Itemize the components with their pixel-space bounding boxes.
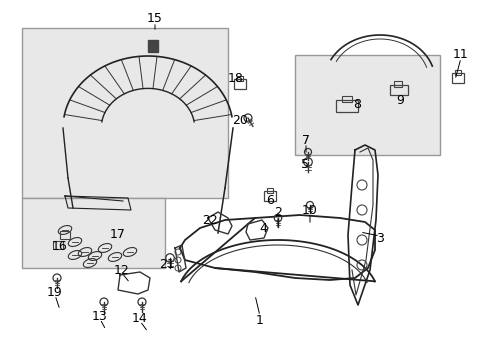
Bar bbox=[234, 79, 245, 89]
Text: 20: 20 bbox=[232, 113, 247, 126]
Text: 7: 7 bbox=[302, 134, 309, 147]
Bar bbox=[389, 85, 407, 95]
Text: 1: 1 bbox=[256, 314, 264, 327]
Bar bbox=[264, 191, 275, 201]
Bar bbox=[266, 188, 272, 193]
Bar bbox=[393, 81, 401, 87]
Text: 6: 6 bbox=[265, 194, 273, 207]
Text: 17: 17 bbox=[110, 228, 126, 240]
Text: 4: 4 bbox=[259, 221, 266, 234]
Text: 19: 19 bbox=[47, 285, 63, 298]
Text: 9: 9 bbox=[395, 94, 403, 107]
Bar bbox=[60, 231, 70, 239]
Bar bbox=[53, 241, 63, 249]
Text: 16: 16 bbox=[52, 239, 68, 252]
Text: 21: 21 bbox=[159, 258, 175, 271]
Bar bbox=[237, 76, 243, 81]
Bar bbox=[451, 73, 463, 83]
Bar bbox=[22, 198, 164, 268]
Bar bbox=[148, 40, 158, 52]
Text: 11: 11 bbox=[452, 49, 468, 62]
Bar bbox=[335, 100, 357, 112]
Text: 3: 3 bbox=[375, 231, 383, 244]
Text: 12: 12 bbox=[114, 264, 130, 276]
Text: 18: 18 bbox=[227, 72, 244, 85]
Text: 22: 22 bbox=[202, 213, 218, 226]
Bar bbox=[294, 55, 439, 155]
Bar bbox=[341, 96, 351, 102]
Bar bbox=[22, 28, 227, 198]
Text: 5: 5 bbox=[301, 158, 308, 171]
Text: 10: 10 bbox=[302, 203, 317, 216]
Bar bbox=[454, 70, 460, 75]
Text: 14: 14 bbox=[132, 311, 147, 324]
Text: 2: 2 bbox=[273, 207, 282, 220]
Text: 8: 8 bbox=[352, 99, 360, 112]
Text: 13: 13 bbox=[92, 310, 108, 323]
Text: 15: 15 bbox=[147, 12, 163, 24]
